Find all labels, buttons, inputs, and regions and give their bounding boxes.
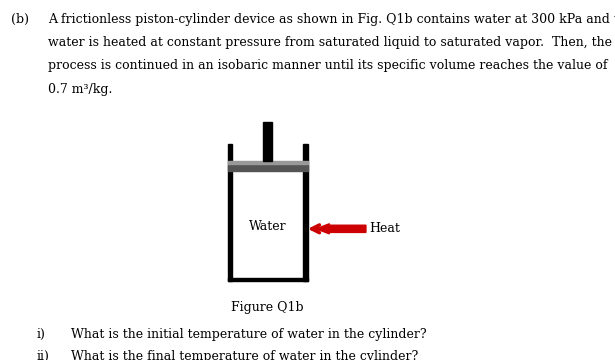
Text: What is the final temperature of water in the cylinder?: What is the final temperature of water i… — [71, 350, 418, 360]
FancyArrow shape — [316, 224, 366, 234]
Bar — [228, 144, 232, 281]
Text: Figure Q1b: Figure Q1b — [231, 301, 304, 314]
Bar — [228, 165, 308, 171]
Text: water is heated at constant pressure from saturated liquid to saturated vapor.  : water is heated at constant pressure fro… — [48, 36, 615, 49]
Text: Heat: Heat — [369, 222, 400, 235]
Text: 0.7 m³/kg.: 0.7 m³/kg. — [48, 83, 113, 96]
Text: (b): (b) — [11, 13, 29, 26]
Bar — [228, 161, 308, 164]
Bar — [303, 144, 308, 281]
Text: process is continued in an isobaric manner until its specific volume reaches the: process is continued in an isobaric mann… — [48, 59, 608, 72]
Bar — [263, 122, 272, 161]
Bar — [228, 278, 308, 281]
Text: i): i) — [37, 328, 46, 341]
Text: What is the initial temperature of water in the cylinder?: What is the initial temperature of water… — [71, 328, 426, 341]
Text: Water: Water — [248, 220, 287, 233]
Text: ii): ii) — [37, 350, 50, 360]
Text: A frictionless piston-cylinder device as shown in Fig. Q1b contains water at 300: A frictionless piston-cylinder device as… — [48, 13, 615, 26]
